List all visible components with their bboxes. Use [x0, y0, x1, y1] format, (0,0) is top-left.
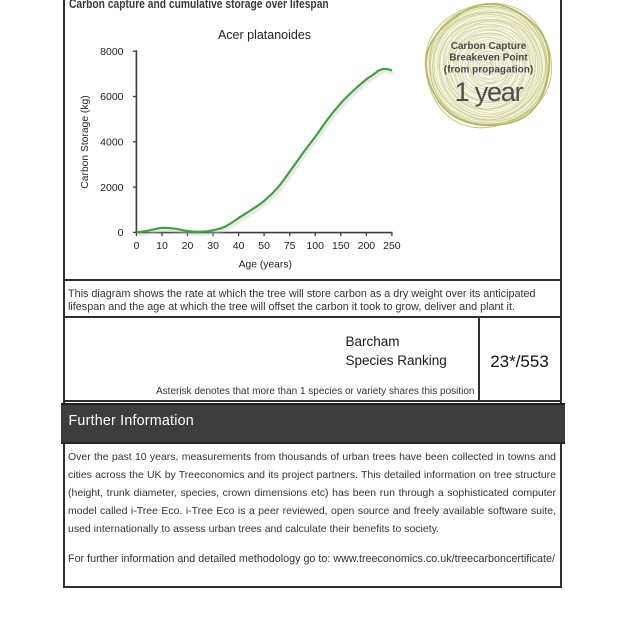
svg-text:6000: 6000 [100, 91, 124, 103]
svg-text:(from propagation): (from propagation) [444, 64, 533, 75]
svg-text:150: 150 [332, 240, 350, 252]
svg-text:30: 30 [207, 240, 219, 252]
svg-text:0: 0 [133, 240, 139, 252]
svg-text:75: 75 [284, 240, 296, 252]
svg-text:Age (years): Age (years) [239, 259, 292, 270]
svg-text:Carbon Storage (kg): Carbon Storage (kg) [80, 95, 91, 188]
svg-text:200: 200 [358, 240, 376, 252]
svg-text:Breakeven Point: Breakeven Point [449, 53, 528, 64]
svg-text:8000: 8000 [100, 46, 124, 58]
svg-text:100: 100 [306, 240, 324, 252]
svg-text:250: 250 [383, 240, 401, 252]
svg-text:40: 40 [233, 240, 245, 252]
svg-text:50: 50 [258, 240, 270, 252]
svg-text:1 year: 1 year [455, 77, 524, 107]
svg-text:2000: 2000 [100, 182, 124, 194]
svg-text:20: 20 [182, 240, 194, 252]
svg-text:4000: 4000 [100, 137, 124, 149]
svg-text:0: 0 [118, 227, 124, 239]
svg-text:10: 10 [156, 240, 168, 252]
svg-text:Carbon Capture: Carbon Capture [451, 41, 527, 52]
